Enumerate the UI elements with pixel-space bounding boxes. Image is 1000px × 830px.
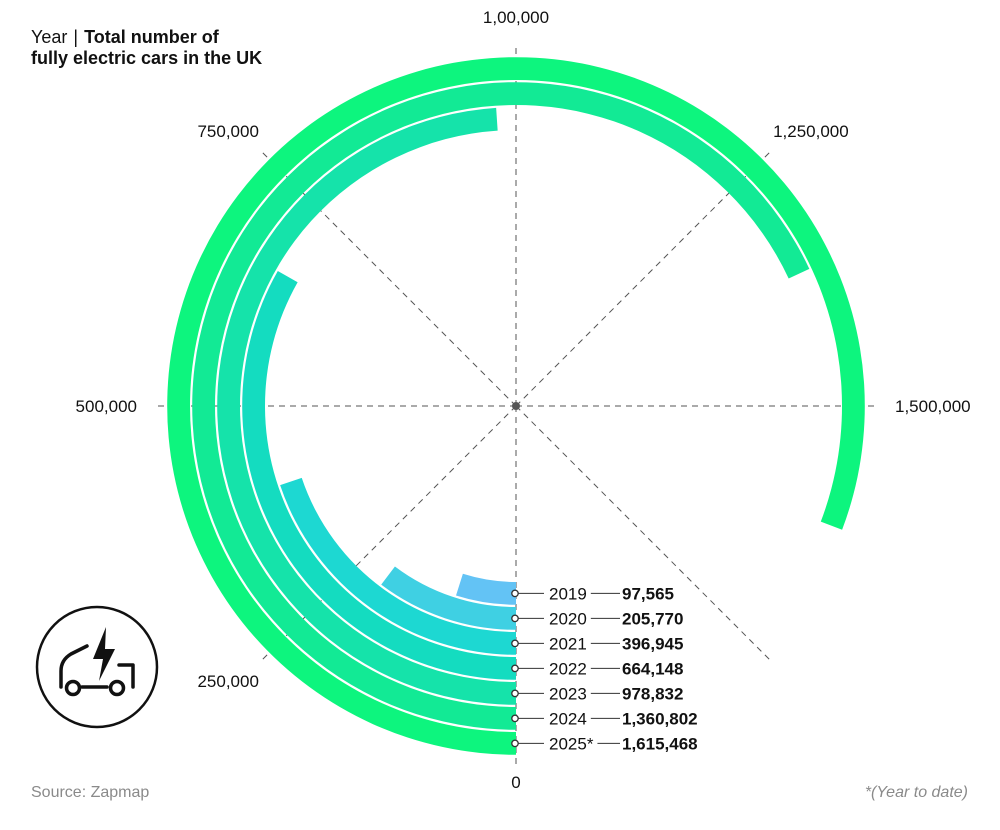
label-marker [511, 664, 519, 673]
tick-label: 250,000 [197, 672, 258, 691]
grid-line [261, 151, 517, 407]
title-separator: | [73, 27, 79, 47]
category-label: 2024 [549, 709, 587, 728]
label-marker [511, 739, 519, 748]
value-label: 664,148 [622, 659, 683, 678]
label-marker [511, 614, 519, 623]
label-marker [511, 639, 519, 648]
chart-title: Year | Total number of fully electric cars… [31, 27, 262, 69]
category-label: 2019 [549, 584, 587, 603]
value-label: 97,565 [622, 584, 674, 603]
tick-label: 0 [511, 773, 520, 792]
grid-line [261, 405, 517, 661]
category-label: 2022 [549, 659, 587, 678]
center-point [512, 402, 520, 410]
grid [157, 47, 875, 765]
bars [167, 57, 865, 755]
value-label: 978,832 [622, 684, 683, 703]
label-marker [511, 589, 519, 598]
category-label: 2025* [549, 734, 594, 753]
bar-2019 [456, 573, 516, 605]
title-prefix: Year [31, 27, 68, 47]
grid-line [515, 405, 771, 661]
value-label: 1,360,802 [622, 709, 698, 728]
label-marker [511, 689, 519, 698]
value-label: 205,770 [622, 609, 683, 628]
electric-car-icon [35, 605, 159, 729]
tick-label: 1,00,000 [483, 8, 549, 27]
tick-label: 500,000 [76, 397, 137, 416]
bar-2021 [280, 477, 516, 655]
category-label: 2020 [549, 609, 587, 628]
value-label: 396,945 [622, 634, 683, 653]
data-labels: 2019 97,565 2020 205,770 2021 396,945 2022 664,… [511, 584, 698, 753]
source-note: Source: Zapmap [31, 784, 150, 801]
label-marker [511, 714, 519, 723]
category-label: 2023 [549, 684, 587, 703]
title-line-2: fully electric cars in the UK [31, 48, 263, 68]
tick-label: 1,500,000 [895, 397, 971, 416]
title-line-1: Total number of [84, 27, 219, 47]
value-label: 1,615,468 [622, 734, 698, 753]
tick-label: 1,250,000 [773, 122, 849, 141]
category-label: 2021 [549, 634, 587, 653]
tick-label: 750,000 [197, 122, 258, 141]
bar-2022 [242, 270, 516, 680]
bar-2020 [381, 566, 516, 630]
tick-labels: 0 250,000 500,000 750,000 1,00,000 1,250,000 1… [76, 8, 971, 792]
year-to-date-note: *(Year to date) [864, 784, 968, 801]
grid-line [515, 151, 771, 407]
